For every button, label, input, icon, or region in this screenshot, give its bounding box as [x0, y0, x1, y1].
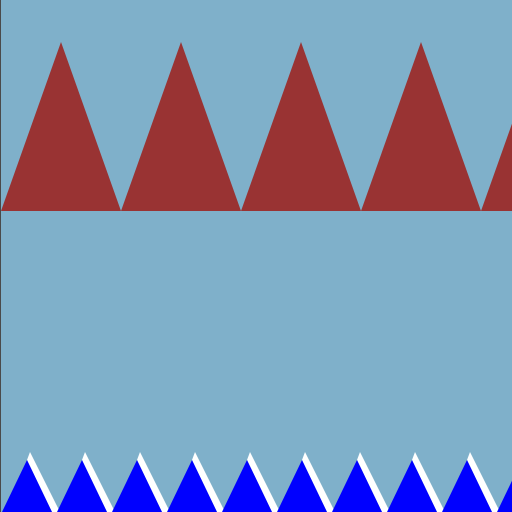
ceiling-spike — [481, 123, 512, 211]
floor-spike — [277, 460, 327, 512]
floor-spike-highlight — [192, 452, 225, 512]
floor-spike-highlight — [137, 452, 170, 512]
floor-spike-highlight — [302, 452, 335, 512]
ceiling-spike — [1, 42, 121, 211]
floor-spike-highlight — [247, 452, 280, 512]
floor-spike-highlight — [467, 452, 500, 512]
floor-spike-row — [2, 452, 512, 512]
ceiling-spike-row — [1, 42, 512, 211]
ceiling-spike — [241, 42, 361, 211]
floor-spike — [222, 460, 272, 512]
ceiling-spike — [361, 42, 481, 211]
ceiling-spike — [121, 42, 241, 211]
floor-spike-highlight — [27, 452, 60, 512]
floor-spike — [167, 460, 217, 512]
floor-spike — [387, 460, 437, 512]
floor-spike — [332, 460, 382, 512]
floor-spike-highlight — [412, 452, 445, 512]
floor-spike — [112, 460, 162, 512]
floor-spike — [442, 460, 492, 512]
floor-spike — [497, 480, 512, 512]
floor-spike-highlight — [82, 452, 115, 512]
floor-spike — [57, 460, 107, 512]
floor-spike — [2, 460, 52, 512]
floor-spike-highlight — [357, 452, 390, 512]
